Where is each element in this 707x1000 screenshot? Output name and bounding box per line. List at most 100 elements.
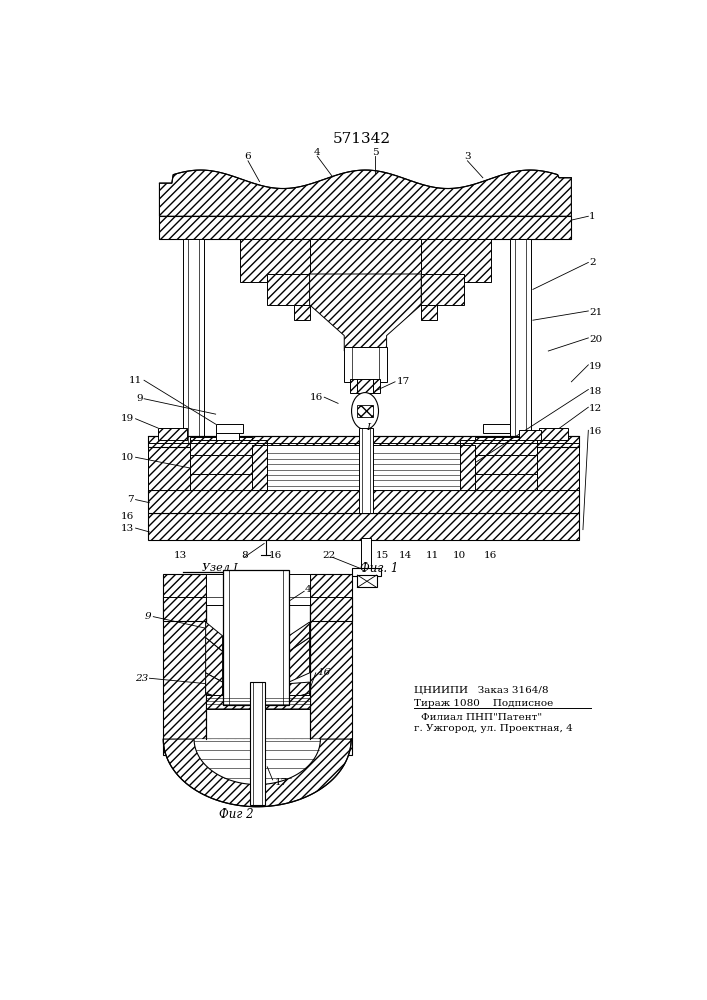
- Text: Фиг. 1: Фиг. 1: [360, 562, 398, 575]
- Polygon shape: [194, 739, 320, 785]
- Polygon shape: [206, 637, 223, 682]
- Text: 17: 17: [275, 778, 288, 787]
- Bar: [148, 436, 579, 447]
- Text: 16: 16: [269, 551, 281, 560]
- Text: 22: 22: [322, 551, 335, 560]
- Text: 16: 16: [589, 427, 602, 436]
- Bar: [190, 440, 267, 455]
- Text: 11: 11: [129, 376, 143, 385]
- Text: 17: 17: [397, 377, 410, 386]
- Bar: [240, 239, 310, 282]
- Text: 16: 16: [310, 393, 322, 402]
- Bar: [294, 305, 310, 320]
- Bar: [421, 274, 464, 305]
- Polygon shape: [288, 693, 310, 707]
- Bar: [519, 430, 541, 440]
- Bar: [158, 428, 187, 440]
- Text: 20: 20: [589, 335, 602, 344]
- Text: 7: 7: [127, 495, 134, 504]
- Polygon shape: [252, 445, 267, 490]
- Polygon shape: [288, 622, 310, 651]
- Polygon shape: [160, 170, 571, 216]
- Bar: [148, 436, 190, 490]
- Bar: [250, 682, 265, 805]
- Ellipse shape: [351, 393, 378, 430]
- Bar: [163, 597, 206, 755]
- Text: 12: 12: [589, 404, 602, 413]
- Bar: [483, 424, 510, 433]
- Text: 9: 9: [136, 394, 143, 403]
- Bar: [421, 305, 437, 320]
- Bar: [216, 424, 243, 433]
- Text: 6: 6: [245, 152, 251, 161]
- Bar: [206, 695, 310, 709]
- Text: I: I: [366, 424, 370, 432]
- Text: 4: 4: [314, 148, 320, 157]
- Text: 21: 21: [589, 308, 602, 317]
- Text: Тираж 1080    Подписное: Тираж 1080 Подписное: [414, 699, 553, 708]
- Bar: [344, 347, 387, 382]
- Bar: [267, 445, 460, 490]
- Text: Филиал ПНП"Патент": Филиал ПНП"Патент": [421, 713, 542, 722]
- Text: ЦНИИПИ   Заказ 3164/8: ЦНИИПИ Заказ 3164/8: [414, 685, 548, 694]
- Text: 11: 11: [426, 551, 440, 560]
- Text: 8: 8: [241, 551, 247, 560]
- Bar: [351, 379, 380, 393]
- Text: 23: 23: [134, 674, 148, 683]
- Text: Узел I: Узел I: [201, 563, 238, 573]
- Bar: [539, 428, 568, 440]
- Text: 4: 4: [304, 585, 311, 594]
- Bar: [352, 568, 381, 576]
- Text: 19: 19: [589, 362, 602, 371]
- Bar: [310, 239, 421, 274]
- Text: Фиг 2: Фиг 2: [219, 808, 254, 821]
- Text: 2: 2: [589, 258, 596, 267]
- Text: 571342: 571342: [333, 132, 391, 146]
- Bar: [357, 575, 377, 587]
- Bar: [537, 436, 579, 490]
- Bar: [206, 574, 310, 605]
- Text: 9: 9: [145, 612, 152, 621]
- Text: 1: 1: [589, 212, 596, 221]
- Polygon shape: [206, 622, 223, 651]
- Polygon shape: [206, 673, 223, 699]
- Bar: [267, 274, 310, 305]
- Text: 3: 3: [464, 152, 471, 161]
- Bar: [148, 513, 579, 540]
- Bar: [310, 597, 352, 755]
- Text: 16: 16: [121, 512, 134, 521]
- Text: 15: 15: [376, 551, 390, 560]
- Text: 18: 18: [589, 387, 602, 396]
- Text: 16: 16: [484, 551, 497, 560]
- Polygon shape: [163, 739, 352, 807]
- Polygon shape: [310, 274, 421, 351]
- Text: 10: 10: [453, 551, 467, 560]
- Bar: [421, 239, 491, 282]
- Bar: [182, 239, 204, 443]
- Text: 5: 5: [372, 148, 378, 157]
- Bar: [160, 216, 571, 239]
- Text: 13: 13: [174, 551, 187, 560]
- Text: 19: 19: [121, 414, 134, 423]
- Text: 14: 14: [399, 551, 412, 560]
- Bar: [359, 428, 373, 513]
- Bar: [475, 437, 537, 474]
- Bar: [190, 437, 267, 490]
- Bar: [510, 239, 532, 443]
- Bar: [148, 490, 579, 513]
- Bar: [163, 574, 206, 620]
- Text: 13: 13: [121, 524, 134, 533]
- Bar: [190, 437, 252, 474]
- Bar: [460, 440, 537, 455]
- Text: 10: 10: [121, 453, 134, 462]
- Polygon shape: [288, 637, 310, 682]
- Polygon shape: [288, 682, 310, 699]
- Text: 16: 16: [317, 668, 331, 677]
- Polygon shape: [206, 682, 223, 699]
- Bar: [361, 538, 371, 570]
- Bar: [357, 405, 373, 417]
- Bar: [223, 570, 288, 705]
- Bar: [460, 437, 537, 490]
- Bar: [216, 430, 239, 440]
- Polygon shape: [460, 445, 475, 490]
